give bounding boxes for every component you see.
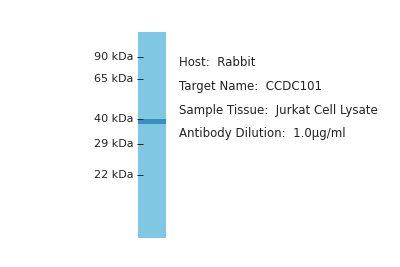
Text: 29 kDa: 29 kDa: [94, 139, 134, 149]
Text: 65 kDa: 65 kDa: [94, 74, 134, 84]
Bar: [138, 119, 166, 124]
Text: Host:  Rabbit: Host: Rabbit: [179, 56, 255, 69]
Text: 22 kDa: 22 kDa: [94, 170, 134, 180]
Text: Target Name:  CCDC101: Target Name: CCDC101: [179, 80, 322, 93]
Text: Antibody Dilution:  1.0µg/ml: Antibody Dilution: 1.0µg/ml: [179, 127, 345, 140]
Text: Sample Tissue:  Jurkat Cell Lysate: Sample Tissue: Jurkat Cell Lysate: [179, 104, 378, 117]
Bar: [138, 32, 166, 238]
Text: 40 kDa: 40 kDa: [94, 115, 134, 124]
Text: 90 kDa: 90 kDa: [94, 52, 134, 62]
